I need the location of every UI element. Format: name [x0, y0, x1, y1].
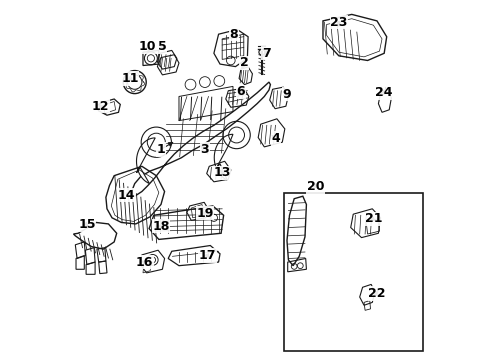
Text: 13: 13 [213, 166, 230, 179]
Text: 9: 9 [282, 88, 291, 101]
Text: 22: 22 [367, 287, 385, 300]
Text: 12: 12 [92, 100, 109, 113]
Text: 1: 1 [156, 143, 165, 156]
Text: 14: 14 [118, 189, 135, 202]
Text: 4: 4 [271, 132, 280, 145]
Text: 24: 24 [375, 86, 392, 99]
Text: 5: 5 [158, 40, 166, 53]
Text: 17: 17 [199, 249, 216, 262]
Polygon shape [136, 138, 155, 184]
Text: 21: 21 [364, 212, 381, 225]
Text: 2: 2 [240, 57, 248, 69]
Text: 23: 23 [329, 16, 347, 29]
Text: 6: 6 [236, 85, 244, 98]
Polygon shape [214, 134, 232, 180]
Text: 7: 7 [261, 47, 270, 60]
Bar [284, 193, 422, 351]
Text: 11: 11 [121, 72, 139, 85]
Text: 20: 20 [306, 180, 324, 193]
Text: 15: 15 [78, 219, 95, 231]
Text: 10: 10 [138, 40, 156, 53]
Text: 19: 19 [196, 207, 213, 220]
Text: 8: 8 [229, 28, 238, 41]
Text: 16: 16 [136, 256, 153, 269]
Text: 3: 3 [200, 143, 209, 156]
Text: 18: 18 [152, 220, 169, 233]
